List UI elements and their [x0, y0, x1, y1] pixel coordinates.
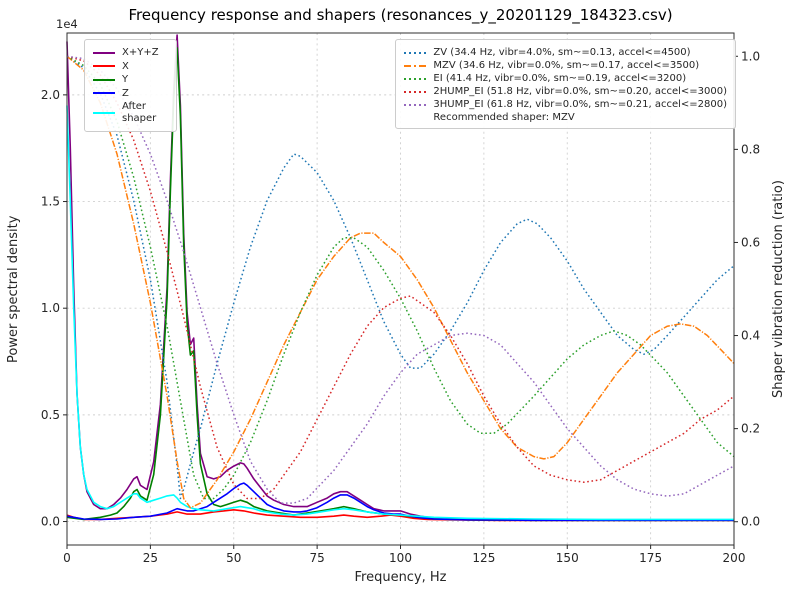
recommended-shaper-text: Recommended shaper: MZV	[433, 112, 575, 123]
legend-item: 2HUMP_EI (51.8 Hz, vibr=0.0%, sm~=0.20, …	[404, 86, 727, 97]
legend-swatch-after-shaper	[93, 111, 115, 114]
y-right-tick-label: 0.2	[741, 422, 760, 436]
x-tick-label: 0	[63, 551, 71, 565]
legend-swatch-z	[93, 92, 115, 95]
legend-shapers: ZV (34.4 Hz, vibr=4.0%, sm~=0.13, accel<…	[395, 39, 736, 129]
legend-swatch-ei	[404, 77, 427, 80]
legend-label-xyz: X+Y+Z	[122, 47, 159, 58]
y-right-tick-label: 0.4	[741, 329, 760, 343]
legend-label-mzv: MZV (34.6 Hz, vibr=0.0%, sm~=0.17, accel…	[433, 60, 700, 71]
legend-swatch-zv	[404, 51, 427, 54]
y-axis-scale-label: 1e4	[56, 17, 78, 31]
shaper-curve-ei	[66, 55, 735, 500]
x-tick-label: 25	[143, 551, 158, 565]
y-left-tick-label: 0.0	[41, 515, 60, 529]
shaper-curve-3hump-ei	[66, 55, 735, 504]
y-right-tick-label: 0.6	[741, 235, 760, 249]
legend-swatch-xyz	[93, 51, 115, 54]
legend-item: X	[93, 61, 168, 73]
legend-swatch-mzv	[404, 64, 427, 67]
x-axis-label: Frequency, Hz	[354, 570, 447, 585]
psd-curve-after-shaper	[66, 105, 734, 521]
legend-swatch-2hump-ei	[404, 90, 427, 93]
legend-label-zv: ZV (34.4 Hz, vibr=4.0%, sm~=0.13, accel<…	[433, 47, 691, 58]
shaper-curve-mzv	[66, 55, 735, 509]
legend-item: Y	[93, 74, 168, 86]
shaper-curve-2hump-ei	[66, 55, 735, 500]
legend-label-after-shaper: After shaper	[122, 101, 157, 124]
legend-label-y: Y	[122, 74, 129, 85]
y-left-tick-label: 1.5	[41, 195, 60, 209]
legend-swatch-x	[93, 65, 115, 68]
legend-swatch-3hump-ei	[404, 103, 427, 106]
legend-label-2hump-ei: 2HUMP_EI (51.8 Hz, vibr=0.0%, sm~=0.20, …	[433, 86, 727, 97]
x-tick-label: 75	[309, 551, 324, 565]
legend-item: ZV (34.4 Hz, vibr=4.0%, sm~=0.13, accel<…	[404, 47, 727, 58]
legend-label-ei: EI (41.4 Hz, vibr=0.0%, sm~=0.19, accel<…	[433, 73, 687, 84]
y-left-tick-label: 1.0	[41, 301, 60, 315]
legend-item: 3HUMP_EI (61.8 Hz, vibr=0.0%, sm~=0.21, …	[404, 99, 727, 110]
legend-label-x: X	[122, 60, 129, 72]
legend-swatch-y	[93, 78, 115, 81]
x-tick-label: 175	[639, 551, 662, 565]
x-tick-label: 200	[723, 551, 746, 565]
y-left-tick-label: 2.0	[41, 88, 60, 102]
y-right-tick-label: 0.8	[741, 142, 760, 156]
x-tick-label: 100	[389, 551, 412, 565]
psd-curve-x-y-z	[66, 34, 734, 521]
shaper-curve-zv	[66, 55, 735, 500]
legend-item: EI (41.4 Hz, vibr=0.0%, sm~=0.19, accel<…	[404, 73, 727, 84]
x-tick-label: 50	[226, 551, 241, 565]
y-right-tick-label: 0.0	[741, 515, 760, 529]
legend-psd: X+Y+Z X Y Z After shaper	[84, 39, 177, 132]
x-tick-label: 125	[472, 551, 495, 565]
legend-item: MZV (34.6 Hz, vibr=0.0%, sm~=0.17, accel…	[404, 60, 727, 71]
legend-item: After shaper	[93, 101, 168, 124]
legend-item: X+Y+Z	[93, 47, 168, 59]
legend-label-3hump-ei: 3HUMP_EI (61.8 Hz, vibr=0.0%, sm~=0.21, …	[433, 99, 727, 110]
legend-label-z: Z	[122, 87, 129, 99]
chart-title: Frequency response and shapers (resonanc…	[128, 6, 673, 24]
y-right-tick-label: 1.0	[741, 49, 760, 63]
x-tick-label: 150	[556, 551, 579, 565]
y-left-tick-label: 0.5	[41, 408, 60, 422]
legend-item: Z	[93, 88, 168, 100]
